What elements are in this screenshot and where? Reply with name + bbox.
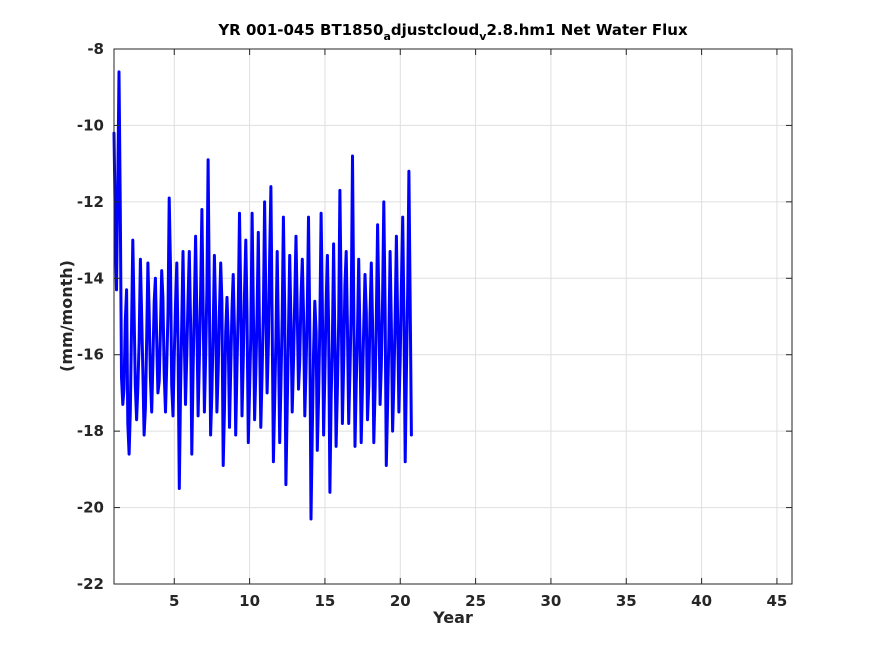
y-tick-labels: -8 -10 -12 -14 -16 -18 -20 -22 (77, 40, 104, 593)
y-tick-label-2: -12 (77, 193, 104, 211)
chart-title: YR 001-045 BT1850adjustcloudv2.8.hm1 Net… (217, 21, 688, 43)
x-tick-label-6: 35 (616, 592, 637, 610)
title-part-1: YR 001-045 BT1850 (217, 21, 383, 39)
y-tick-label-0: -8 (87, 40, 104, 58)
series-line-0 (112, 70, 413, 521)
title-subscript-a: a (383, 30, 390, 43)
title-subscript-v: v (479, 30, 487, 43)
y-axis-label: (mm/month) (57, 260, 76, 372)
plot-frame (113, 48, 793, 585)
x-tick-label-2: 15 (314, 592, 335, 610)
y-tick-label-1: -10 (77, 116, 104, 134)
tick-marks (114, 48, 792, 585)
x-axis-label: Year (432, 608, 473, 627)
y-tick-label-7: -22 (77, 575, 104, 593)
x-tick-label-1: 10 (239, 592, 260, 610)
x-tick-label-5: 30 (540, 592, 561, 610)
x-tick-label-8: 45 (766, 592, 787, 610)
title-part-3: 2.8.hm1 Net Water Flux (486, 21, 688, 39)
series-layer (112, 70, 413, 521)
title-part-2: djustcloud (391, 21, 479, 39)
x-tick-label-3: 20 (390, 592, 411, 610)
x-tick-labels: 5 10 15 20 25 30 35 40 45 (169, 592, 787, 610)
x-tick-label-0: 5 (169, 592, 179, 610)
y-tick-label-6: -20 (77, 499, 104, 517)
y-tick-label-3: -14 (77, 269, 104, 287)
y-tick-label-4: -16 (77, 346, 104, 364)
y-tick-label-5: -18 (77, 422, 104, 440)
x-tick-label-4: 25 (465, 592, 486, 610)
x-tick-label-7: 40 (691, 592, 712, 610)
